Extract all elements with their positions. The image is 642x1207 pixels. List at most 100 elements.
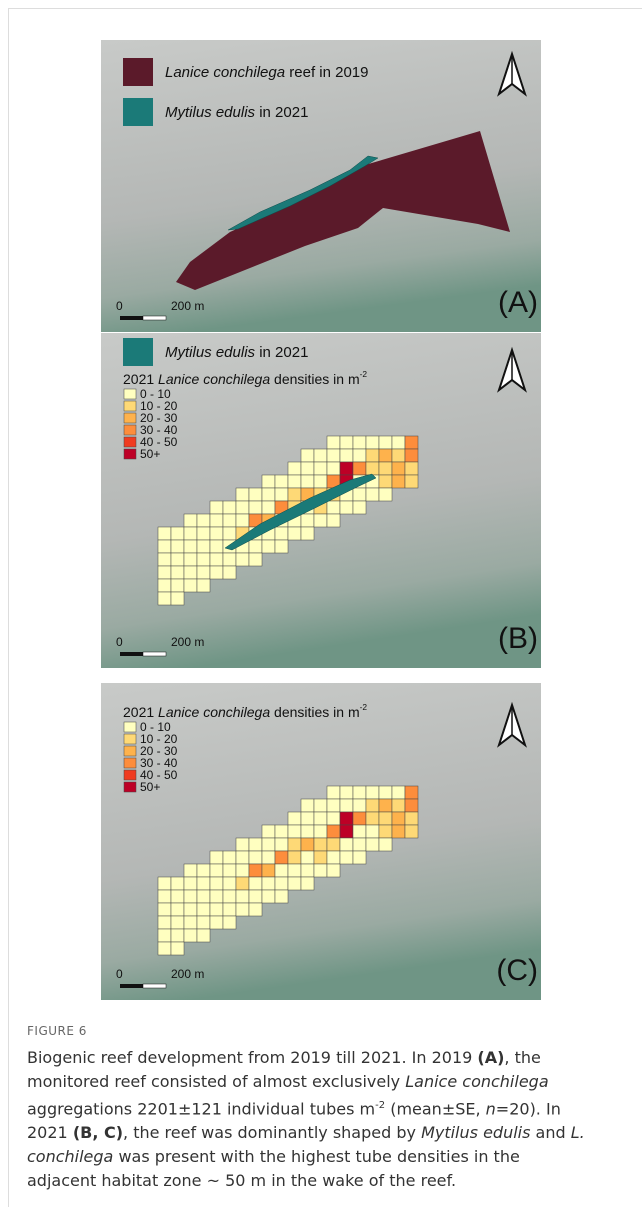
legend-swatch [123, 58, 153, 86]
density-cell [275, 890, 288, 903]
density-cell [301, 799, 314, 812]
density-cell [275, 864, 288, 877]
density-cell [184, 864, 197, 877]
density-cell [340, 812, 353, 825]
legend-swatch [124, 722, 136, 732]
density-cell [223, 527, 236, 540]
scale-label: 200 m [171, 967, 204, 981]
caption-run: (B, C) [73, 1123, 123, 1142]
density-cell [197, 514, 210, 527]
density-cell [366, 449, 379, 462]
density-cell [158, 942, 171, 955]
density-cell [158, 903, 171, 916]
legend-swatch [123, 338, 153, 366]
caption-run: monitored reef consisted of almost exclu… [27, 1072, 405, 1091]
legend-label: 50+ [140, 780, 160, 794]
text-run: densities in m [270, 704, 359, 720]
caption-run: Mytilus edulis [421, 1123, 530, 1142]
density-cell [314, 514, 327, 527]
caption-run: (mean±SE, [385, 1099, 486, 1118]
density-cell [249, 838, 262, 851]
text-run: Mytilus edulis [165, 344, 256, 361]
caption-run: aggregations 2201±121 individual tubes m [27, 1099, 375, 1118]
density-cell [379, 799, 392, 812]
density-cell [236, 890, 249, 903]
density-cell [340, 462, 353, 475]
density-cell [353, 436, 366, 449]
caption-run: 2021 [27, 1123, 73, 1142]
density-cell [158, 527, 171, 540]
density-cell [314, 812, 327, 825]
density-cell [379, 838, 392, 851]
caption-run: (A) [477, 1048, 504, 1067]
density-cell [171, 540, 184, 553]
density-cell [327, 851, 340, 864]
density-cell [366, 799, 379, 812]
caption-line: aggregations 2201±121 individual tubes m… [27, 1094, 627, 1121]
density-cell [223, 890, 236, 903]
density-cell [171, 890, 184, 903]
density-cell [275, 475, 288, 488]
density-cell [392, 462, 405, 475]
density-cell [210, 890, 223, 903]
density-cell [392, 786, 405, 799]
density-cell [366, 462, 379, 475]
density-cell [184, 579, 197, 592]
density-cell [210, 851, 223, 864]
text-run: in 2021 [255, 104, 308, 121]
density-cell [314, 864, 327, 877]
text-run: 2021 [123, 371, 158, 387]
density-cell [327, 786, 340, 799]
caption-line: Biogenic reef development from 2019 till… [27, 1046, 627, 1070]
panel-label: (C) [496, 954, 538, 987]
density-cell [314, 838, 327, 851]
density-cell [262, 877, 275, 890]
density-cell [184, 540, 197, 553]
caption-line: adjacent habitat zone ~ 50 m in the wake… [27, 1169, 627, 1193]
panel-label: (B) [498, 622, 538, 655]
caption-run: , the [504, 1048, 540, 1067]
density-cell [288, 812, 301, 825]
density-cell [210, 540, 223, 553]
density-cell [249, 877, 262, 890]
density-cell [288, 825, 301, 838]
density-cell [379, 462, 392, 475]
density-cell [288, 462, 301, 475]
caption-run: -2 [375, 1100, 385, 1111]
density-cell [340, 501, 353, 514]
density-cell [184, 877, 197, 890]
legend-label: Mytilus edulis in 2021 [165, 104, 308, 121]
density-cell [327, 462, 340, 475]
density-cell [158, 579, 171, 592]
density-cell [392, 436, 405, 449]
caption-line: monitored reef consisted of almost exclu… [27, 1070, 627, 1094]
scale-bar-white [143, 316, 166, 320]
density-cell [197, 540, 210, 553]
density-cell [301, 475, 314, 488]
density-cell [158, 540, 171, 553]
density-cell [275, 540, 288, 553]
density-cell [340, 851, 353, 864]
density-cell [314, 475, 327, 488]
density-cell [366, 488, 379, 501]
density-cell [223, 514, 236, 527]
caption-run: , the reef was dominantly shaped by [123, 1123, 421, 1142]
density-cell [184, 916, 197, 929]
text-run: Lanice conchilega [158, 704, 270, 720]
density-cell [340, 449, 353, 462]
legend-swatch [123, 98, 153, 126]
density-cell [249, 890, 262, 903]
text-run: densities in m [270, 371, 359, 387]
density-cell [158, 553, 171, 566]
density-cell [353, 825, 366, 838]
density-cell [262, 540, 275, 553]
density-cell [288, 475, 301, 488]
density-cell [405, 475, 418, 488]
density-cell [275, 838, 288, 851]
density-cell [353, 786, 366, 799]
density-cell [236, 488, 249, 501]
caption-line: 2021 (B, C), the reef was dominantly sha… [27, 1121, 627, 1145]
text-run: -2 [360, 369, 368, 379]
density-cell [210, 501, 223, 514]
